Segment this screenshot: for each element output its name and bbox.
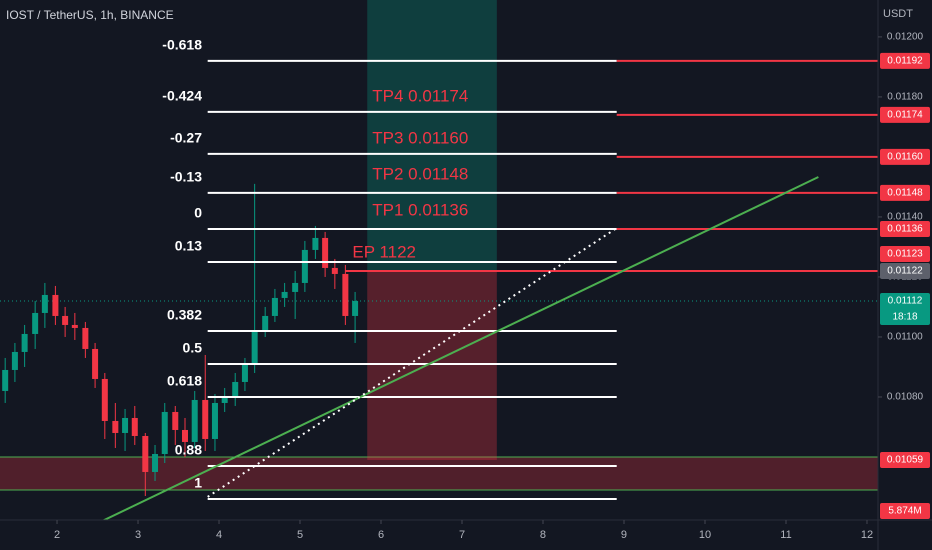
candle-body xyxy=(52,294,59,316)
x-tick-label: 12 xyxy=(861,529,873,541)
price-label: 0.01192 xyxy=(887,56,923,67)
candle-body xyxy=(331,267,338,274)
candle-body xyxy=(142,435,149,472)
price-label: 0.01122 xyxy=(887,266,923,277)
level-annotation: TP2 0.01148 xyxy=(372,164,468,183)
candle-body xyxy=(202,399,209,439)
y-tick-label: 0.01200 xyxy=(887,32,924,43)
axes: 2 3 4 5 6 7 8 9 10 11 120.012000.011800.011400.011… xyxy=(54,32,930,541)
fib-label: 0.13 xyxy=(175,238,202,254)
position-loss xyxy=(367,270,497,460)
fib-label: 0.382 xyxy=(167,307,202,323)
candle-body xyxy=(241,363,248,382)
candle-body xyxy=(292,282,299,292)
candle-body xyxy=(41,294,48,313)
candle-body xyxy=(312,237,319,250)
price-label: 0.01059 xyxy=(887,455,924,466)
price-label: 0.01112 xyxy=(888,296,923,307)
price-label: 0.01123 xyxy=(887,249,923,260)
position-profit xyxy=(367,0,497,271)
x-tick-label: 11 xyxy=(780,529,791,541)
candle-body xyxy=(21,333,28,352)
candle-body xyxy=(11,351,18,370)
fib-label: 0 xyxy=(194,205,202,221)
x-tick-label: 9 xyxy=(621,529,627,541)
fib-label: -0.424 xyxy=(162,88,202,104)
candle-body xyxy=(161,411,168,454)
price-label-box xyxy=(880,220,930,237)
fib-label: -0.27 xyxy=(170,130,202,146)
x-tick-label: 7 xyxy=(459,529,465,541)
level-annotation: EP 1122 xyxy=(352,242,416,261)
price-label-box xyxy=(880,148,930,165)
price-label: 0.01136 xyxy=(887,224,923,235)
candle-body xyxy=(32,312,39,334)
candle-body xyxy=(211,402,218,439)
trendline xyxy=(102,176,819,520)
candle-body xyxy=(232,381,239,397)
plot-area: -0.618 -0.424 -0.27 -0.13 0 0.13 0.382 0.5 0.618… xyxy=(0,0,878,520)
y-tick-label: 0.01180 xyxy=(887,92,923,103)
fib-label: 0.88 xyxy=(175,442,202,458)
x-tick-label: 5 xyxy=(297,529,303,541)
fib-label: 0.618 xyxy=(167,373,202,389)
level-annotation: TP3 0.01160 xyxy=(372,128,468,147)
fib-label: 1 xyxy=(194,475,202,491)
candle-body xyxy=(2,369,9,391)
price-label-countdown: 18:18 xyxy=(892,312,917,323)
chart-title: IOST / TetherUS, 1h, BINANCE xyxy=(6,8,174,22)
candle-body xyxy=(112,420,119,433)
level-annotation: TP1 0.01136 xyxy=(372,200,468,219)
candle-body xyxy=(251,330,258,364)
level-annotation: TP4 0.01174 xyxy=(372,86,468,105)
x-tick-label: 2 xyxy=(54,529,60,541)
price-label: 0.01174 xyxy=(887,110,923,121)
volume-label-box xyxy=(880,503,930,519)
price-label: 0.01160 xyxy=(887,152,923,163)
candle-body xyxy=(131,417,138,436)
x-tick-label: 4 xyxy=(216,529,222,541)
price-unit: USDT xyxy=(883,8,913,20)
y-tick-label: 0.01080 xyxy=(887,392,924,403)
candle-body xyxy=(62,315,69,325)
candle-body xyxy=(271,297,278,316)
candle-body xyxy=(122,417,129,433)
candle-body xyxy=(92,348,99,379)
price-label-box xyxy=(880,184,930,201)
candle-body xyxy=(172,411,179,430)
price-label-box xyxy=(880,262,930,279)
price-label-box xyxy=(880,106,930,123)
x-tick-label: 8 xyxy=(540,529,546,541)
candle-body xyxy=(322,237,329,268)
fib-label: -0.13 xyxy=(170,169,202,185)
zone xyxy=(0,456,878,490)
candle-body xyxy=(82,327,89,349)
price-label-box xyxy=(880,52,930,69)
candle-body xyxy=(181,429,188,442)
candle-body xyxy=(221,396,228,403)
candle-body xyxy=(301,249,308,283)
candle-body xyxy=(101,378,108,421)
y-tick-label: 0.01100 xyxy=(887,332,923,343)
candle-body xyxy=(342,273,349,316)
candle-body xyxy=(152,453,159,472)
price-label-box xyxy=(880,245,930,262)
fib-label: 0.5 xyxy=(183,340,203,356)
candle-body xyxy=(262,315,269,331)
x-tick-label: 3 xyxy=(135,529,141,541)
price-label-box xyxy=(880,292,930,325)
volume-label: 5.874M xyxy=(888,506,921,517)
candle-body xyxy=(352,300,359,316)
candle-body xyxy=(191,399,198,442)
candle-body xyxy=(71,324,78,328)
price-label: 0.01148 xyxy=(887,188,923,199)
price-label-box xyxy=(880,451,930,468)
fib-label: -0.618 xyxy=(162,37,202,53)
x-tick-label: 6 xyxy=(378,529,384,541)
candle-body xyxy=(281,291,288,298)
x-tick-label: 10 xyxy=(699,529,711,541)
y-tick-label: 0.01140 xyxy=(887,212,923,223)
